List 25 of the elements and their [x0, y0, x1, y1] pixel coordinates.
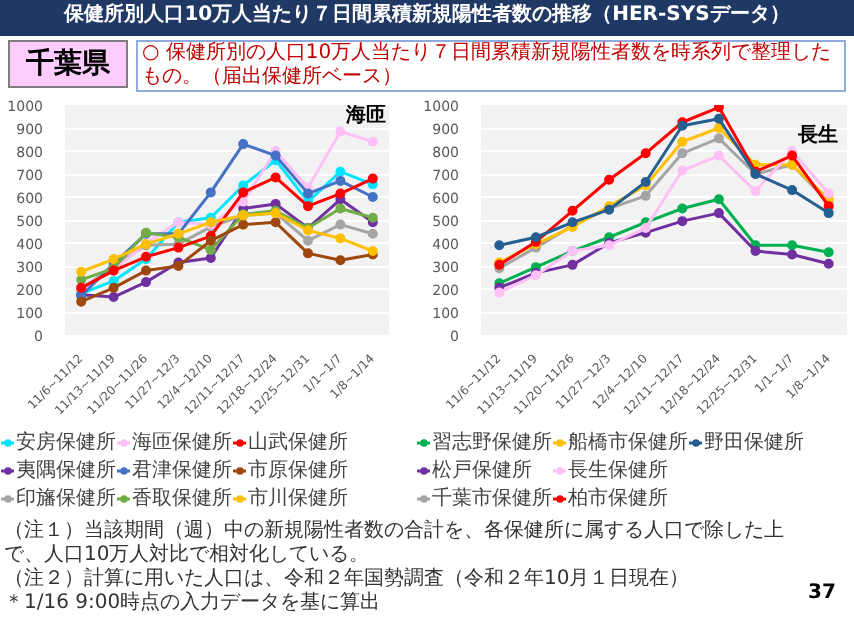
text: 37 [808, 580, 836, 608]
text: ○ 保健所別の人口10万人当たり７日間累積新規陽性者数を時系列で整理したもの。（届出保健所ベース） [142, 42, 844, 90]
legend-label: 習志野保健所 [432, 429, 552, 456]
legend-label: 安房保健所 [16, 429, 116, 456]
annotation: 海匝 [344, 103, 387, 128]
legend-label: 市川保健所 [248, 485, 348, 512]
legend-label: 印旛保健所 [16, 485, 116, 512]
legend-label: 野田保健所 [704, 429, 804, 456]
text: 千葉県 [26, 46, 110, 84]
legend-label: 君津保健所 [132, 457, 232, 484]
text: （注２）計算に用いた人口は、令和２年国勢調査（令和２年10月１日現在） [4, 568, 690, 590]
legend-label: 松戸保健所 [432, 457, 532, 484]
legend-label: 千葉市保健所 [432, 485, 552, 512]
text: （注１）当該期間（週）中の新規陽性者数の合計を、各保健所に属する人口で除した上で、人口10万人対比で相対化している。 [4, 520, 784, 566]
legend-label: 柏市保健所 [568, 485, 668, 512]
legend-label: 船橋市保健所 [568, 429, 688, 456]
legend-label: 山武保健所 [248, 429, 348, 456]
chart-title: 保健所別人口10万人当たり７日間累積新規陽性者数の推移（HER-SYSデータ） [64, 0, 790, 30]
legend-label: 夷隅保健所 [16, 457, 116, 484]
annotation: 長生 [796, 123, 839, 147]
legend-label: 香取保健所 [132, 485, 232, 512]
text: ＊1/16 9:00時点の入力データを基に算出 [4, 592, 381, 614]
legend-label: 海匝保健所 [132, 429, 232, 456]
legend-label: 長生保健所 [568, 457, 668, 484]
legend-label: 市原保健所 [248, 457, 348, 484]
